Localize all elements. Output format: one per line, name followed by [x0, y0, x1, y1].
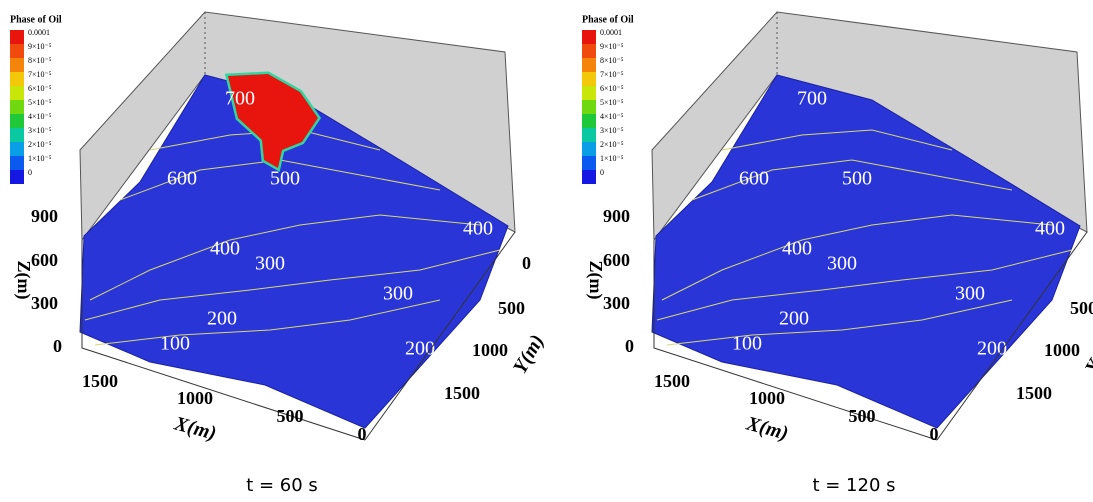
contour-label: 100	[732, 333, 762, 355]
y-tick-label: 1000	[472, 340, 508, 360]
legend-label: 9×10⁻⁵	[600, 42, 624, 51]
x-tick-label: 1500	[82, 371, 118, 391]
contour-label: 100	[160, 333, 190, 355]
legend-label: 8×10⁻⁵	[28, 56, 52, 65]
contour-label: 400	[463, 218, 493, 240]
legend-swatch	[582, 142, 596, 156]
x-tick-label: 0	[930, 424, 939, 444]
legend-swatch	[10, 156, 24, 170]
legend-swatch	[10, 58, 24, 72]
x-tick-label: 1000	[749, 388, 785, 408]
contour-label: 600	[167, 168, 197, 190]
x-axis-label: X(m)	[743, 412, 790, 444]
legend-swatch	[582, 72, 596, 86]
legend-swatch	[582, 44, 596, 58]
legend-title: Phase of Oil	[582, 14, 634, 25]
legend-swatch	[582, 170, 596, 184]
contour-label: 300	[255, 253, 285, 275]
legend-swatch	[10, 72, 24, 86]
legend-swatch	[582, 114, 596, 128]
contour-label: 400	[782, 238, 812, 260]
caption: t = 60 s	[246, 475, 318, 496]
contour-label: 300	[827, 253, 857, 275]
legend-swatch	[582, 30, 596, 44]
legend-label: 4×10⁻⁵	[28, 112, 52, 121]
legend-title: Phase of Oil	[10, 14, 62, 25]
x-tick-label: 500	[849, 406, 876, 426]
x-axis-label: X(m)	[171, 412, 218, 444]
legend-swatch	[10, 44, 24, 58]
z-tick-label: 0	[53, 336, 62, 356]
x-tick-label: 1000	[177, 388, 213, 408]
legend-label: 5×10⁻⁵	[28, 98, 52, 107]
legend-label: 6×10⁻⁵	[600, 84, 624, 93]
legend-label: 0	[600, 168, 604, 177]
figure: Phase of Oil 0.0001 9×10⁻⁵ 8×10⁻⁵ 7×10⁻⁵ 6×10…	[0, 0, 1093, 502]
y-tick-label: 1500	[444, 383, 480, 403]
legend-label: 0.0001	[600, 28, 622, 37]
contour-label: 200	[779, 308, 809, 330]
y-tick-label: 0	[522, 253, 531, 273]
panel: Phase of Oil 0.0001 9×10⁻⁵ 8×10⁻⁵ 7×10⁻⁵ 6×10…	[10, 12, 549, 496]
legend-label: 1×10⁻⁵	[600, 154, 624, 163]
legend-swatch	[582, 100, 596, 114]
legend-label: 4×10⁻⁵	[600, 112, 624, 121]
contour-label: 500	[270, 168, 300, 190]
contour-label: 700	[797, 88, 827, 110]
legend-label: 3×10⁻⁵	[28, 126, 52, 135]
legend-label: 9×10⁻⁵	[28, 42, 52, 51]
y-axis-label: Y(m)	[509, 331, 549, 378]
legend-label: 3×10⁻⁵	[600, 126, 624, 135]
z-tick-label: 900	[31, 206, 58, 226]
z-tick-label: 300	[31, 293, 58, 313]
y-tick-label: 500	[1070, 298, 1093, 318]
legend-swatch	[582, 86, 596, 100]
legend-swatch	[582, 58, 596, 72]
legend-label: 7×10⁻⁵	[600, 70, 624, 79]
contour-label: 700	[225, 88, 255, 110]
contour-label: 200	[207, 308, 237, 330]
caption: t = 120 s	[812, 475, 895, 496]
legend-swatch	[582, 156, 596, 170]
x-tick-label: 500	[277, 406, 304, 426]
legend-swatch	[10, 128, 24, 142]
legend-swatch	[10, 30, 24, 44]
legend-swatch	[582, 128, 596, 142]
legend-label: 8×10⁻⁵	[600, 56, 624, 65]
x-tick-label: 1500	[654, 371, 690, 391]
legend-swatch	[10, 86, 24, 100]
panel: Phase of Oil 0.0001 9×10⁻⁵ 8×10⁻⁵ 7×10⁻⁵ 6×10…	[582, 12, 1093, 496]
y-tick-label: 1000	[1044, 340, 1080, 360]
contour-label: 500	[842, 168, 872, 190]
z-tick-label: 600	[31, 250, 58, 270]
contour-label: 400	[210, 238, 240, 260]
legend-label: 2×10⁻⁵	[600, 140, 624, 149]
legend-swatch	[10, 170, 24, 184]
z-tick-label: 0	[625, 336, 634, 356]
z-tick-label: 600	[603, 250, 630, 270]
y-axis-label: Y(m)	[1081, 331, 1093, 378]
legend-label: 5×10⁻⁵	[600, 98, 624, 107]
y-tick-label: 1500	[1016, 383, 1052, 403]
legend-label: 1×10⁻⁵	[28, 154, 52, 163]
legend-swatch	[10, 142, 24, 156]
contour-label: 300	[955, 283, 985, 305]
contour-label: 300	[383, 283, 413, 305]
y-tick-label: 500	[498, 298, 525, 318]
legend-swatch	[10, 100, 24, 114]
legend-label: 7×10⁻⁵	[28, 70, 52, 79]
z-axis-label: Z(m)	[13, 261, 34, 300]
z-axis-label: Z(m)	[585, 261, 606, 300]
legend-label: 2×10⁻⁵	[28, 140, 52, 149]
contour-label: 400	[1035, 218, 1065, 240]
legend-label: 6×10⁻⁵	[28, 84, 52, 93]
legend-label: 0.0001	[28, 28, 50, 37]
z-tick-label: 900	[603, 206, 630, 226]
legend-swatch	[10, 114, 24, 128]
z-tick-label: 300	[603, 293, 630, 313]
legend-label: 0	[28, 168, 32, 177]
contour-label: 600	[739, 168, 769, 190]
x-tick-label: 0	[358, 424, 367, 444]
